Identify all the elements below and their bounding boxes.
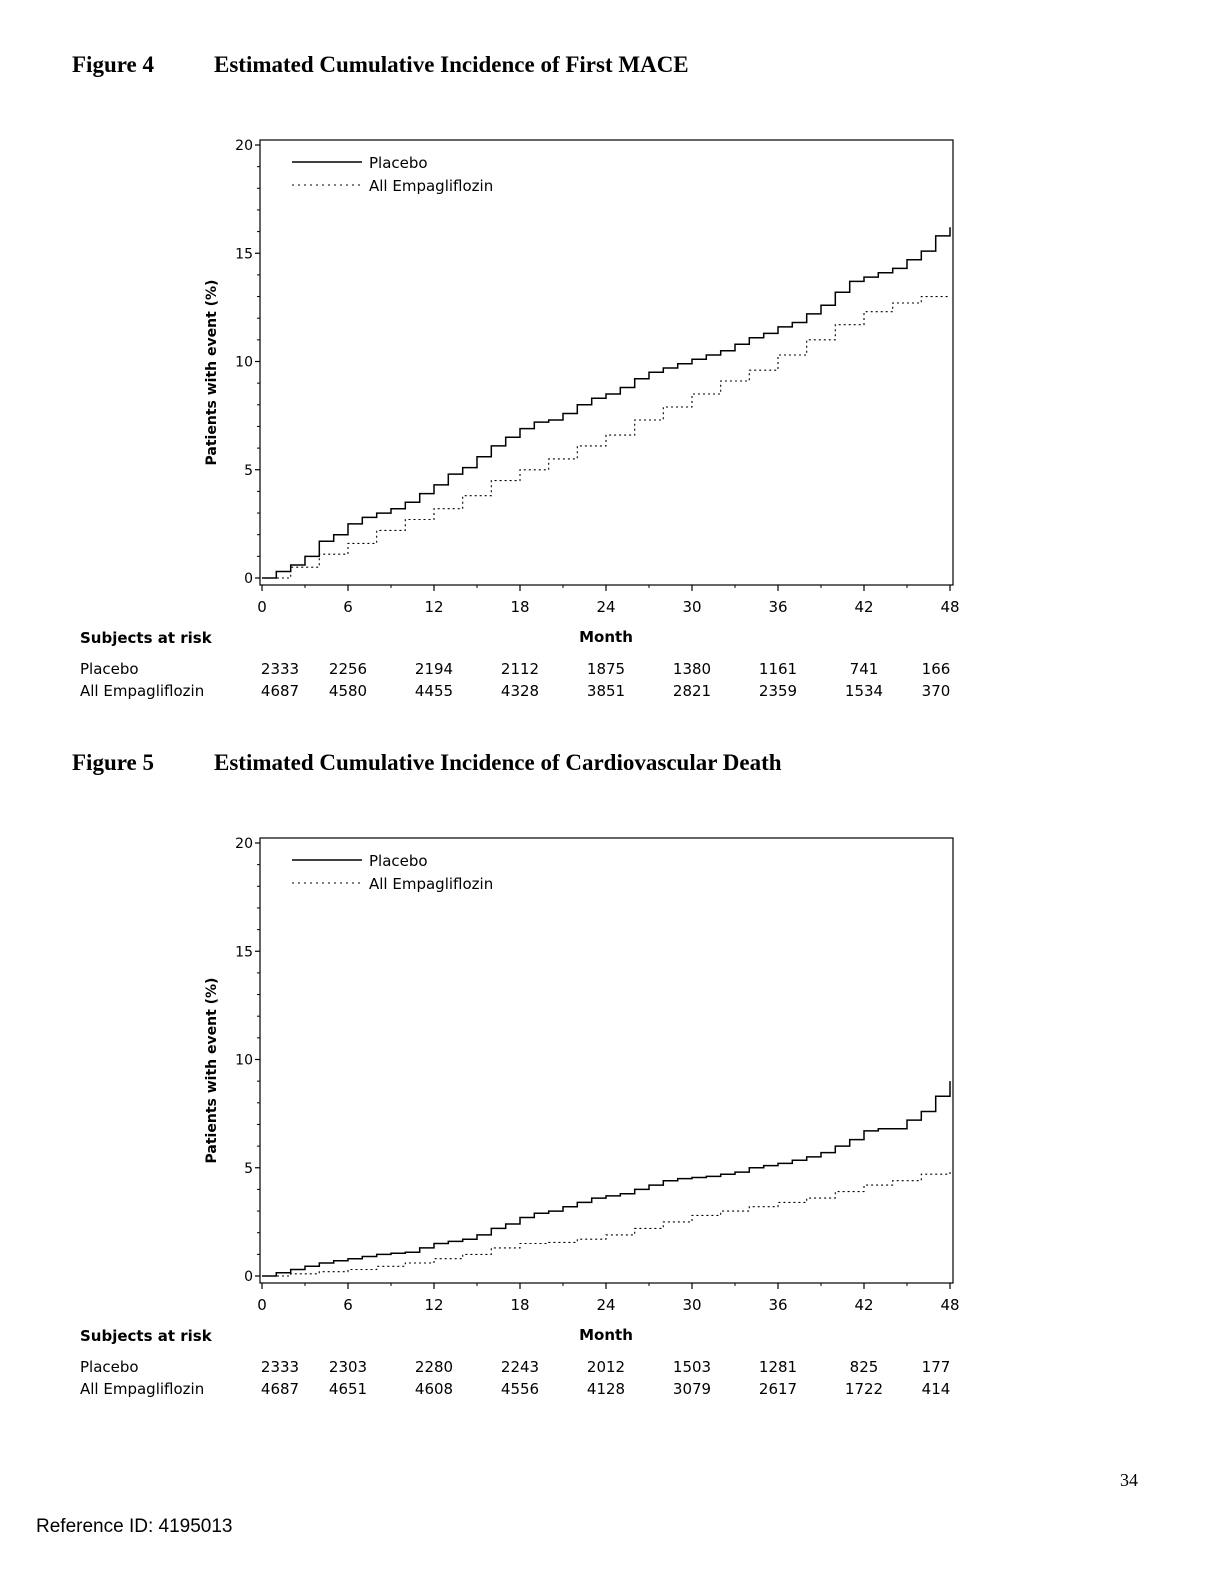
at-risk-value: 4328 xyxy=(501,682,539,700)
y-tick-label: 5 xyxy=(244,1161,253,1177)
at-risk-value: 4556 xyxy=(501,1380,539,1398)
legend-label-empagliflozin: All Empagliflozin xyxy=(369,177,493,195)
y-tick-label: 15 xyxy=(235,246,253,262)
x-tick-label: 36 xyxy=(768,1296,787,1314)
at-risk-value: 2012 xyxy=(587,1358,625,1376)
y-tick-label: 5 xyxy=(244,463,253,479)
x-axis-label: Month xyxy=(579,628,633,646)
at-risk-value: 2280 xyxy=(415,1358,453,1376)
x-tick-label: 48 xyxy=(940,1296,959,1314)
at-risk-value: 4687 xyxy=(261,1380,299,1398)
at-risk-value: 4580 xyxy=(329,682,367,700)
at-risk-row-label: All Empagliflozin xyxy=(80,1380,204,1398)
x-tick-label: 6 xyxy=(343,598,353,616)
x-tick-label: 36 xyxy=(768,598,787,616)
at-risk-value: 2303 xyxy=(329,1358,367,1376)
x-tick-label: 24 xyxy=(596,1296,615,1314)
legend-label-placebo: Placebo xyxy=(369,852,428,870)
at-risk-row-label: Placebo xyxy=(80,660,139,678)
at-risk-value: 2243 xyxy=(501,1358,539,1376)
y-tick-label: 20 xyxy=(235,836,253,852)
y-tick-label: 0 xyxy=(244,571,253,587)
x-tick-label: 18 xyxy=(510,598,529,616)
at-risk-value: 1875 xyxy=(587,660,625,678)
at-risk-value: 825 xyxy=(850,1358,879,1376)
at-risk-value: 4608 xyxy=(415,1380,453,1398)
at-risk-value: 4651 xyxy=(329,1380,367,1398)
reference-id: Reference ID: 4195013 xyxy=(36,1516,233,1537)
y-tick-label: 0 xyxy=(244,1269,253,1285)
x-tick-label: 6 xyxy=(343,1296,353,1314)
x-tick-label: 30 xyxy=(682,1296,701,1314)
at-risk-value: 2359 xyxy=(759,682,797,700)
x-tick-label: 24 xyxy=(596,598,615,616)
series-line-placebo xyxy=(262,1081,951,1277)
at-risk-header: Subjects at risk xyxy=(80,1327,213,1345)
series-line-empagliflozin xyxy=(262,1169,951,1277)
at-risk-value: 3079 xyxy=(673,1380,711,1398)
plot-frame xyxy=(259,837,954,1284)
at-risk-value: 2617 xyxy=(759,1380,797,1398)
at-risk-value: 4687 xyxy=(261,682,299,700)
at-risk-value: 1281 xyxy=(759,1358,797,1376)
at-risk-row-label: All Empagliflozin xyxy=(80,682,204,700)
at-risk-value: 370 xyxy=(922,682,951,700)
figure-4-title: Estimated Cumulative Incidence of First … xyxy=(214,52,689,77)
page-number: 34 xyxy=(1120,1470,1138,1490)
y-tick-label: 20 xyxy=(235,138,253,154)
x-tick-label: 18 xyxy=(510,1296,529,1314)
at-risk-header: Subjects at risk xyxy=(80,629,213,647)
y-tick-label: 10 xyxy=(235,355,253,371)
at-risk-value: 2194 xyxy=(415,660,453,678)
figure-5-label: Figure 5 xyxy=(72,750,154,775)
x-axis-label: Month xyxy=(579,1326,633,1344)
x-tick-label: 0 xyxy=(257,598,267,616)
y-axis-label: Patients with event (%) xyxy=(204,978,220,1164)
plot-frame xyxy=(259,139,954,586)
at-risk-value: 2821 xyxy=(673,682,711,700)
at-risk-value: 2112 xyxy=(501,660,539,678)
series-line-empagliflozin xyxy=(262,296,950,579)
at-risk-value: 177 xyxy=(922,1358,951,1376)
y-tick-label: 15 xyxy=(235,944,253,960)
legend-label-empagliflozin: All Empagliflozin xyxy=(369,875,493,893)
at-risk-value: 4128 xyxy=(587,1380,625,1398)
x-tick-label: 30 xyxy=(682,598,701,616)
x-tick-label: 48 xyxy=(940,598,959,616)
at-risk-value: 3851 xyxy=(587,682,625,700)
x-tick-label: 0 xyxy=(257,1296,267,1314)
figure-4-chart: 0 5 10 15 20 0 6 12 18 24 30 36 42 48 Patients with ev… xyxy=(80,138,960,700)
x-tick-label: 42 xyxy=(854,598,873,616)
figure-4-label: Figure 4 xyxy=(72,52,154,77)
at-risk-value: 166 xyxy=(922,660,951,678)
series-line-placebo xyxy=(262,227,951,579)
x-tick-label: 42 xyxy=(854,1296,873,1314)
at-risk-value: 1503 xyxy=(673,1358,711,1376)
at-risk-value: 1534 xyxy=(845,682,883,700)
y-tick-label: 10 xyxy=(235,1053,253,1069)
at-risk-value: 414 xyxy=(922,1380,951,1398)
at-risk-row-label: Placebo xyxy=(80,1358,139,1376)
y-axis-label: Patients with event (%) xyxy=(204,280,220,466)
x-tick-label: 12 xyxy=(424,598,443,616)
x-tick-label: 12 xyxy=(424,1296,443,1314)
legend-label-placebo: Placebo xyxy=(369,154,428,172)
at-risk-value: 2333 xyxy=(261,1358,299,1376)
at-risk-value: 1380 xyxy=(673,660,711,678)
figure-5-chart: 0 5 10 15 20 0 6 12 18 24 30 36 42 48 Patients with ev… xyxy=(80,836,960,1398)
at-risk-value: 741 xyxy=(850,660,879,678)
at-risk-value: 1722 xyxy=(845,1380,883,1398)
at-risk-value: 1161 xyxy=(759,660,797,678)
at-risk-value: 2333 xyxy=(261,660,299,678)
at-risk-value: 2256 xyxy=(329,660,367,678)
figure-5-title: Estimated Cumulative Incidence of Cardio… xyxy=(214,750,782,775)
at-risk-value: 4455 xyxy=(415,682,453,700)
